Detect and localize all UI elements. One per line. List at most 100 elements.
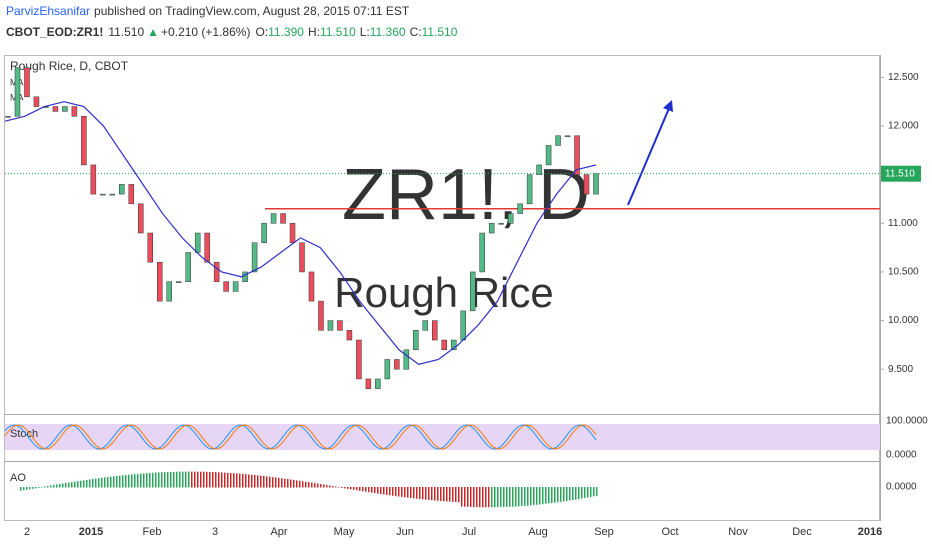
ao-bar xyxy=(263,476,265,488)
arrow: ▲ xyxy=(147,25,159,39)
candle xyxy=(517,203,523,214)
author[interactable]: ParvizEhsanifar xyxy=(6,4,90,18)
ao-bar xyxy=(365,487,367,492)
ao-bar xyxy=(236,473,238,488)
ao-bar xyxy=(149,472,151,488)
o-label: O: xyxy=(255,25,268,39)
ao-bar xyxy=(29,487,31,490)
ao-bar xyxy=(260,475,262,488)
last-price-label: 11.510 xyxy=(885,168,915,179)
ao-bar xyxy=(296,480,298,488)
y-tick-label: 10.000 xyxy=(888,315,919,326)
x-tick-label: 2016 xyxy=(858,526,882,538)
ao-bar xyxy=(266,476,268,488)
candle xyxy=(498,223,504,225)
ao-bar xyxy=(203,471,205,488)
ao-label: AO xyxy=(10,472,26,484)
ao-bar xyxy=(194,471,196,488)
ao-bar xyxy=(569,487,571,501)
ao-bar xyxy=(407,487,409,498)
ao-bar xyxy=(320,484,322,488)
ao-bar xyxy=(41,486,43,488)
ao-bar xyxy=(473,487,475,508)
stoch-tick: 0.0000 xyxy=(886,450,917,461)
candle xyxy=(299,242,305,273)
arrow-head xyxy=(663,100,673,112)
ao-bar xyxy=(578,487,580,500)
ao-bar xyxy=(332,485,334,488)
ao-bar xyxy=(209,471,211,488)
ao-bar xyxy=(80,480,82,488)
candle xyxy=(469,271,476,312)
ao-bar xyxy=(167,472,169,488)
candle xyxy=(583,174,590,195)
candle xyxy=(545,145,552,166)
candle xyxy=(289,223,296,244)
ao-bar xyxy=(536,487,538,505)
ao-bar xyxy=(575,487,577,500)
ao-bar xyxy=(341,487,343,488)
ao-bar xyxy=(35,487,37,489)
ao-bar xyxy=(572,487,574,500)
ao-bar xyxy=(338,486,340,488)
ao-bar xyxy=(395,487,397,497)
ao-bar xyxy=(125,474,127,488)
candle xyxy=(5,116,11,118)
ao-bar xyxy=(344,487,346,489)
candle xyxy=(14,67,21,117)
ao-bar xyxy=(212,472,214,488)
ma-line xyxy=(4,101,597,366)
ao-bar xyxy=(269,476,271,488)
ao-bar xyxy=(404,487,406,498)
ao-bar xyxy=(95,478,97,488)
ao-bar xyxy=(359,487,361,491)
candle xyxy=(261,223,267,244)
ao-bar xyxy=(158,472,160,488)
ao-bar xyxy=(584,487,586,498)
ao-bar xyxy=(551,487,553,504)
ao-bar xyxy=(410,487,412,499)
candle xyxy=(574,135,580,175)
ao-bar xyxy=(539,487,541,505)
ao-bar xyxy=(329,485,331,488)
ao-bar xyxy=(371,487,373,493)
x-tick-label: Jun xyxy=(396,526,414,538)
y-tick-label: 10.500 xyxy=(888,267,919,278)
ao-bar xyxy=(530,487,532,506)
ao-bar xyxy=(197,471,199,488)
change: +0.210 (+1.86%) xyxy=(161,25,250,39)
ao-bar xyxy=(494,487,496,508)
candle xyxy=(356,339,362,380)
ao-bar xyxy=(452,487,454,502)
ao-bar xyxy=(398,487,400,497)
candle xyxy=(138,203,144,234)
ao-bar xyxy=(146,473,148,488)
ao-bar xyxy=(512,487,514,507)
ao-bar xyxy=(353,487,355,490)
candle xyxy=(242,271,248,282)
x-tick-label: Sep xyxy=(594,526,614,538)
low: 11.360 xyxy=(370,25,406,39)
ao-bar xyxy=(107,477,109,488)
ao-bar xyxy=(284,478,286,488)
candle xyxy=(270,213,277,224)
ao-bar xyxy=(140,473,142,488)
ao-bar xyxy=(518,487,520,507)
ao-bar xyxy=(533,487,535,506)
candle xyxy=(232,281,239,292)
ao-bar xyxy=(257,475,259,488)
candle xyxy=(33,96,40,107)
ao-bar xyxy=(179,471,181,488)
ao-bar xyxy=(347,487,349,489)
last-price-box xyxy=(881,165,921,182)
l-label: L: xyxy=(360,25,370,39)
ao-bar xyxy=(443,487,445,502)
ao-bar xyxy=(374,487,376,494)
x-tick-label: Oct xyxy=(661,526,678,538)
ao-bar xyxy=(524,487,526,506)
ao-bar xyxy=(491,487,493,508)
ao-bar xyxy=(479,487,481,508)
ao-bar xyxy=(26,487,28,490)
ao-bar xyxy=(467,487,469,507)
ao-bar xyxy=(545,487,547,504)
